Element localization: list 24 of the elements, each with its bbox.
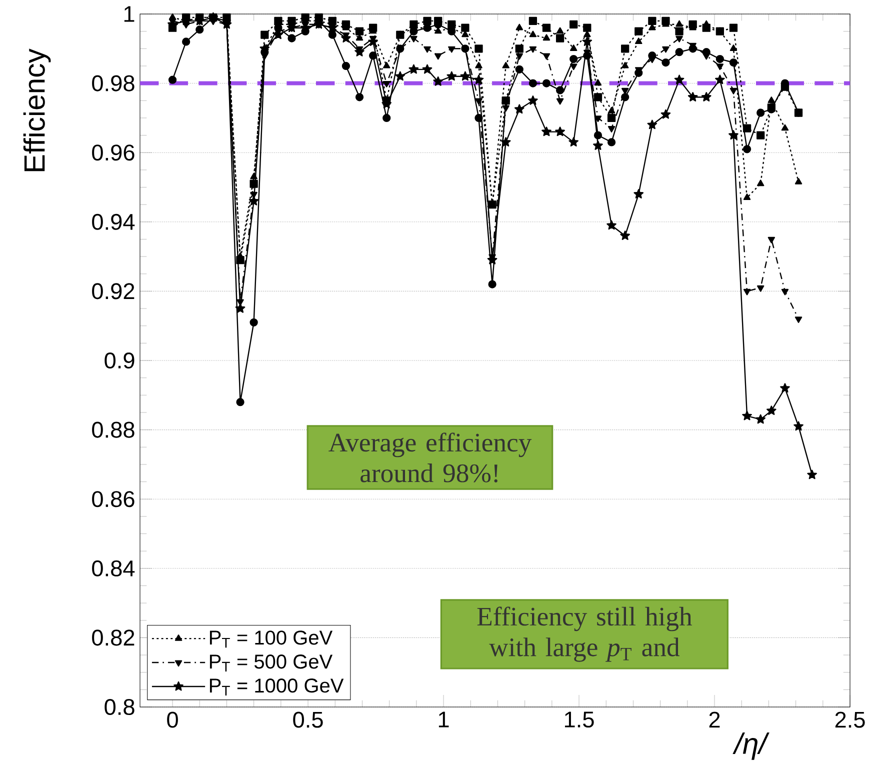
x-tick-label: 2 (709, 712, 720, 728)
y-tick-label: 0.92 (92, 283, 134, 300)
x-axis-title: /η/ (732, 732, 770, 760)
annotation: Average efficiency around 98%! (328, 432, 532, 482)
y-tick-label: 0.9 (104, 352, 134, 369)
y-tick-label: 0.94 (92, 214, 135, 230)
y-tick-label: 0.86 (92, 491, 134, 508)
x-tick-label: 1.5 (564, 712, 594, 728)
y-tick-label: 0.88 (92, 422, 134, 438)
y-tick-label: 0.82 (92, 630, 134, 646)
legend-label: P$_{T}$ = 1000 GeV (210, 678, 344, 696)
y-tick-label: 0.96 (92, 144, 134, 161)
y-tick-label: 0.8 (104, 698, 134, 716)
y-axis-title: Efficiency (23, 48, 51, 172)
y-tick-label: 0.98 (92, 75, 134, 92)
x-tick-label: 0 (167, 712, 178, 728)
x-tick-label: 0.5 (293, 712, 323, 728)
y-tick-label: 0.84 (92, 560, 135, 576)
legend-label: P$_{T}$ = 500 GeV (210, 654, 333, 672)
legend-label: P$_{T}$ = 100 GeV (210, 630, 333, 648)
x-tick-label: 2.5 (835, 712, 865, 728)
y-tick-label: 1 (124, 6, 134, 22)
x-tick-label: 1 (438, 712, 449, 728)
annotation: Efficiency still high with large p$_{T}$ and (477, 606, 692, 662)
